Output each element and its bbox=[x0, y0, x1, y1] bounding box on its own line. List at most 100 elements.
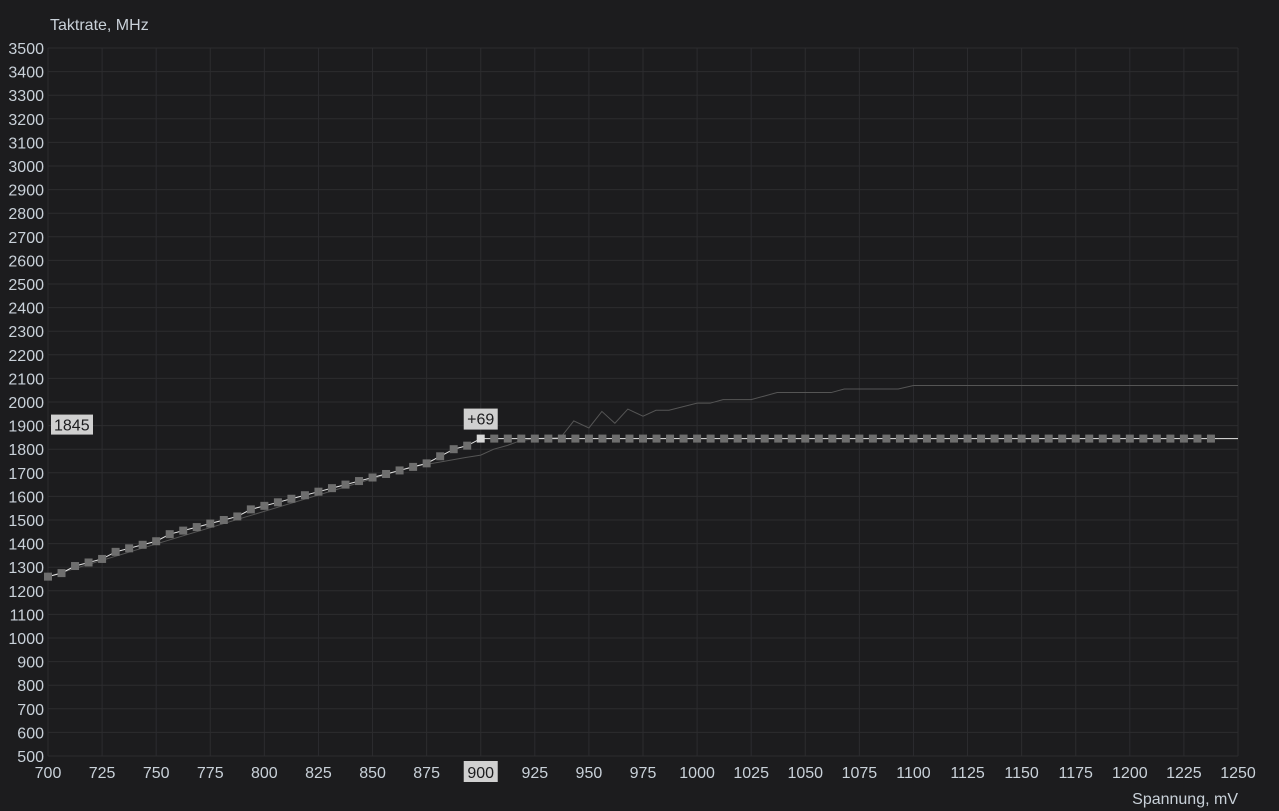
curve-point[interactable] bbox=[327, 484, 336, 493]
curve-point[interactable] bbox=[368, 473, 377, 482]
curve-point[interactable] bbox=[179, 526, 188, 535]
curve-point[interactable] bbox=[936, 434, 945, 443]
curve-point[interactable] bbox=[355, 477, 364, 486]
curve-point[interactable] bbox=[922, 434, 931, 443]
curve-point[interactable] bbox=[98, 554, 107, 563]
curve-point[interactable] bbox=[814, 434, 823, 443]
curve-point[interactable] bbox=[57, 569, 66, 578]
curve-point[interactable] bbox=[1044, 434, 1053, 443]
curve-point[interactable] bbox=[720, 434, 729, 443]
curve-point[interactable] bbox=[963, 434, 972, 443]
curve-point[interactable] bbox=[165, 530, 174, 539]
curve-point[interactable] bbox=[828, 434, 837, 443]
curve-point[interactable] bbox=[652, 434, 661, 443]
curve-point[interactable] bbox=[138, 540, 147, 549]
curve-point[interactable] bbox=[882, 434, 891, 443]
curve-point[interactable] bbox=[206, 519, 215, 528]
curve-point[interactable] bbox=[950, 434, 959, 443]
curve-point[interactable] bbox=[1179, 434, 1188, 443]
curve-point[interactable] bbox=[436, 452, 445, 461]
curve-point[interactable] bbox=[760, 434, 769, 443]
curve-point[interactable] bbox=[422, 459, 431, 468]
curve-point[interactable] bbox=[71, 562, 80, 571]
curve-point[interactable] bbox=[990, 434, 999, 443]
curve-point[interactable] bbox=[192, 523, 201, 532]
curve-point[interactable] bbox=[314, 487, 323, 496]
offset-label: +69 bbox=[467, 412, 494, 429]
curve-point[interactable] bbox=[219, 516, 228, 524]
curve-point[interactable] bbox=[1071, 434, 1080, 443]
curve-point[interactable] bbox=[693, 434, 702, 443]
curve-point[interactable] bbox=[625, 434, 634, 443]
grid bbox=[47, 47, 1239, 757]
y-tick-label: 1600 bbox=[8, 489, 44, 506]
curve-point[interactable] bbox=[287, 494, 296, 503]
x-tick-label: 775 bbox=[197, 765, 224, 782]
x-tick-label: 1250 bbox=[1220, 765, 1256, 782]
curve-point[interactable] bbox=[382, 469, 391, 478]
curve-point[interactable] bbox=[1166, 434, 1175, 443]
curve-point[interactable] bbox=[679, 434, 688, 443]
curve-point[interactable] bbox=[1017, 434, 1026, 443]
curve-point[interactable] bbox=[841, 434, 850, 443]
curve-point[interactable] bbox=[246, 505, 255, 514]
curve-point[interactable] bbox=[84, 558, 93, 567]
x-tick-label: 1200 bbox=[1112, 765, 1148, 782]
curve-point[interactable] bbox=[490, 434, 499, 443]
x-tick-label: 950 bbox=[576, 765, 603, 782]
curve-point[interactable] bbox=[260, 501, 269, 510]
curve-point[interactable] bbox=[152, 537, 161, 546]
curve-point[interactable] bbox=[787, 434, 796, 443]
curve-point[interactable] bbox=[1193, 434, 1202, 443]
selected-y-label-bg bbox=[51, 414, 93, 435]
curve-point[interactable] bbox=[395, 466, 404, 475]
curve-point[interactable] bbox=[530, 434, 539, 443]
curve-point[interactable] bbox=[1031, 434, 1040, 443]
curve-point[interactable] bbox=[1206, 434, 1215, 443]
y-tick-label: 600 bbox=[17, 725, 44, 742]
curve-point[interactable] bbox=[1125, 434, 1134, 443]
curve-point[interactable] bbox=[273, 498, 282, 507]
curve-point[interactable] bbox=[909, 434, 918, 443]
curve-point[interactable] bbox=[584, 434, 593, 443]
curve-point[interactable] bbox=[341, 480, 350, 489]
curve-point[interactable] bbox=[557, 434, 566, 443]
curve-point[interactable] bbox=[503, 434, 512, 443]
curve-point[interactable] bbox=[868, 434, 877, 443]
curve-point[interactable] bbox=[611, 434, 620, 443]
curve-point[interactable] bbox=[733, 434, 742, 443]
curve-point[interactable] bbox=[747, 434, 756, 443]
curve-point[interactable] bbox=[544, 434, 553, 443]
curve-point[interactable] bbox=[1152, 434, 1161, 443]
curve-point[interactable] bbox=[517, 434, 526, 443]
curve-point[interactable] bbox=[1085, 434, 1094, 443]
curve-point[interactable] bbox=[895, 434, 904, 443]
curve-point[interactable] bbox=[774, 434, 783, 443]
curve-point[interactable] bbox=[598, 434, 607, 443]
curve-point[interactable] bbox=[409, 462, 418, 471]
curve-point[interactable] bbox=[801, 434, 810, 443]
curve-point[interactable] bbox=[44, 572, 52, 581]
curve-point[interactable] bbox=[706, 434, 715, 443]
curve-point[interactable] bbox=[1058, 434, 1067, 443]
curve-point[interactable] bbox=[855, 434, 864, 443]
x-tick-label: 700 bbox=[35, 765, 62, 782]
curve-point[interactable] bbox=[666, 434, 675, 443]
curve-point[interactable] bbox=[125, 544, 134, 553]
curve-point[interactable] bbox=[233, 512, 242, 521]
curve-point[interactable] bbox=[639, 434, 647, 443]
curve-point[interactable] bbox=[571, 434, 580, 443]
curve-point[interactable] bbox=[449, 445, 458, 454]
curve-point[interactable] bbox=[1098, 434, 1107, 443]
curve-point[interactable] bbox=[1004, 434, 1013, 443]
curve-point[interactable] bbox=[977, 434, 986, 443]
curve-point[interactable] bbox=[1112, 434, 1121, 443]
curve-point[interactable] bbox=[463, 441, 472, 450]
curve-point[interactable] bbox=[111, 547, 120, 556]
curve-point[interactable] bbox=[300, 491, 309, 500]
curve-point[interactable] bbox=[1139, 434, 1148, 443]
x-tick-label: 975 bbox=[630, 765, 657, 782]
selected-curve-point[interactable] bbox=[476, 434, 485, 443]
curve-points[interactable] bbox=[44, 434, 1215, 581]
